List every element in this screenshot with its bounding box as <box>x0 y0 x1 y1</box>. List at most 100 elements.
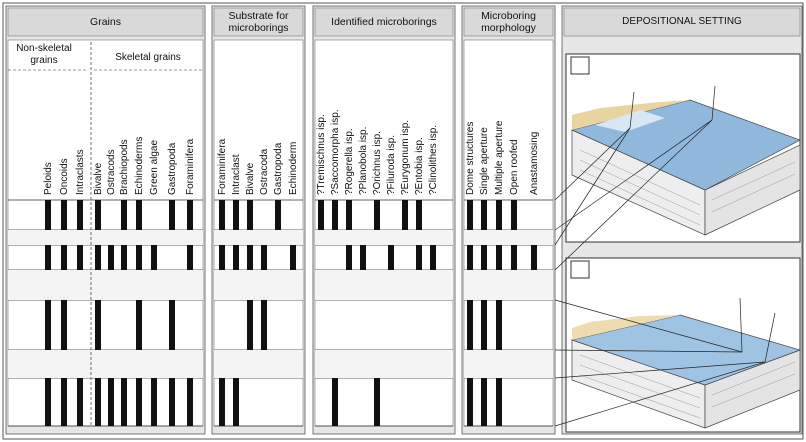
column-label: ?Tremischnus isp. <box>316 114 327 195</box>
occurrence-bar <box>187 378 193 426</box>
occurrence-bar <box>511 245 517 270</box>
column-label: Intraclast <box>231 154 242 195</box>
column-label: ?Eurygonum isp. <box>400 120 411 195</box>
header-box <box>314 7 454 37</box>
occurrence-bar <box>95 378 101 426</box>
occurrence-bar <box>219 245 225 270</box>
column-label: Oncoids <box>59 158 70 195</box>
section-title: DEPOSITIONAL SETTING <box>622 16 742 27</box>
bedding <box>579 149 796 419</box>
occurrence-bar <box>77 200 83 230</box>
group-label: Skeletal grains <box>115 52 181 63</box>
column-label: Green algae <box>149 140 160 195</box>
occurrence-bar <box>219 378 225 426</box>
section-title: Identified microborings <box>331 16 437 28</box>
occurrence-bar <box>275 200 281 230</box>
column-label: Anastamosing <box>529 132 540 195</box>
connector <box>711 85 716 121</box>
occurrence-bar <box>496 200 502 230</box>
occurrence-bar <box>187 245 193 270</box>
occurrence-bar <box>261 300 267 350</box>
occurrence-bar <box>496 300 502 350</box>
block-face <box>704 144 801 236</box>
connector <box>764 312 776 363</box>
occurrence-bar <box>187 200 193 230</box>
section-title: Grains <box>90 16 121 28</box>
occurrence-bar <box>467 300 473 350</box>
occurrence-bar <box>467 378 473 426</box>
column-label: Foraminifera <box>217 138 228 195</box>
row-gap <box>315 350 453 378</box>
connector <box>554 361 766 379</box>
occurrence-bar <box>219 200 225 230</box>
occurrence-bar <box>346 200 352 230</box>
occurrence-bar <box>108 245 114 270</box>
occurrence-bar <box>136 200 142 230</box>
occurrence-bar <box>467 245 473 270</box>
occurrence-bar <box>61 245 67 270</box>
occurrence-bar <box>402 200 408 230</box>
row-gap <box>315 230 453 245</box>
occurrence-bar <box>233 378 239 426</box>
occurrence-bar <box>247 300 253 350</box>
occurrence-bar <box>61 200 67 230</box>
row-gap <box>8 270 203 300</box>
occurrence-bar <box>481 245 487 270</box>
occurrence-bar <box>136 300 142 350</box>
occurrence-bar <box>121 200 127 230</box>
bars <box>45 200 537 426</box>
occurrence-bar <box>151 245 157 270</box>
column-label: Intraclasts <box>75 149 86 195</box>
header-box <box>7 7 204 37</box>
occurrence-bar <box>233 200 239 230</box>
occurrence-bar <box>374 200 380 230</box>
column-label: Echinoderms <box>134 137 145 195</box>
occurrence-bar <box>45 300 51 350</box>
occurrence-bar <box>136 378 142 426</box>
occurrence-bar <box>95 200 101 230</box>
depositional-setting <box>554 53 802 433</box>
header-box <box>563 7 801 37</box>
row-gap <box>315 270 453 300</box>
column-label: Bivalve <box>245 162 256 195</box>
occurrence-bar <box>481 378 487 426</box>
connector <box>554 119 713 271</box>
column-label: ?Clinolithes isp. <box>428 125 439 195</box>
occurrence-bar <box>247 200 253 230</box>
land <box>572 315 680 340</box>
connector <box>554 349 743 353</box>
column-label: Ostracods <box>106 149 117 195</box>
occurrence-bar <box>360 245 366 270</box>
column-label: Gastropoda <box>167 142 178 195</box>
occurrence-bar <box>95 245 101 270</box>
header-box <box>463 7 554 37</box>
occurrence-bar <box>346 245 352 270</box>
connector <box>554 361 766 427</box>
row-gap <box>214 230 303 245</box>
occurrence-bar <box>151 378 157 426</box>
column-label: Foraminifera <box>185 138 196 195</box>
occurrence-bar <box>430 245 436 270</box>
row-gap <box>8 230 203 245</box>
occurrence-bar <box>95 300 101 350</box>
occurrence-bar <box>290 245 296 270</box>
occurrence-bar <box>169 378 175 426</box>
occurrence-bar <box>77 245 83 270</box>
row-gap <box>214 270 303 300</box>
column-label: Peloids <box>43 162 54 195</box>
letter-box <box>570 260 590 279</box>
occurrence-bar <box>45 378 51 426</box>
column-label: ?Filuroda isp. <box>386 135 397 195</box>
occurrence-bar <box>388 245 394 270</box>
occurrence-bar <box>247 245 253 270</box>
column-label: Echinoderm <box>288 142 299 195</box>
column-label: Ostracoda <box>259 148 270 195</box>
occurrence-bar <box>496 245 502 270</box>
occurrence-bar <box>169 300 175 350</box>
shoal <box>595 110 665 132</box>
column-label: ?Planobola isp. <box>358 127 369 195</box>
occurrence-bar <box>77 378 83 426</box>
occurrence-bar <box>233 245 239 270</box>
